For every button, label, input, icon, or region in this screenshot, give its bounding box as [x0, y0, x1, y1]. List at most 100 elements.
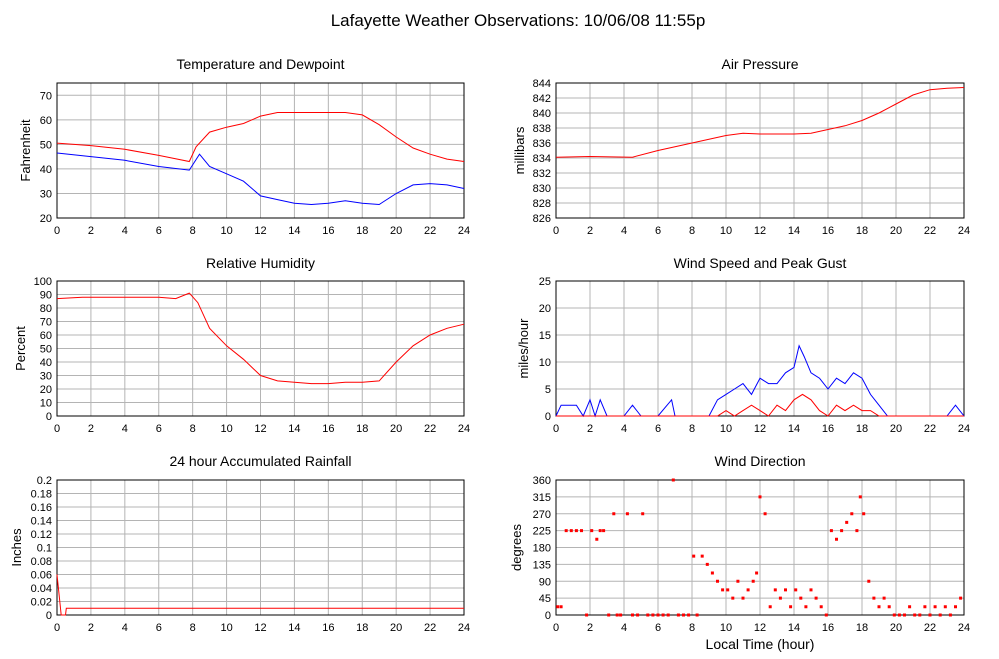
x-tick-label: 22 [424, 622, 436, 634]
x-tick-label: 2 [88, 225, 94, 237]
y-tick-label: 0.1 [37, 543, 52, 555]
direction-point [897, 613, 901, 617]
direction-point [556, 605, 560, 609]
y-tick-label: 0 [46, 610, 52, 622]
y-tick-label: 0.06 [31, 570, 52, 582]
direction-point [682, 613, 685, 617]
x-tick-label: 2 [587, 225, 593, 237]
x-tick-label: 20 [390, 225, 402, 237]
x-tick-label: 12 [254, 622, 266, 634]
x-tick-label: 8 [689, 225, 695, 237]
chart-title: Wind Direction [714, 453, 805, 469]
x-tick-label: 14 [788, 225, 800, 237]
y-axis-label: degrees [509, 524, 524, 571]
direction-point [887, 605, 891, 609]
x-tick-label: 0 [54, 622, 60, 634]
y-tick-label: 90 [40, 290, 52, 302]
y-tick-label: 15 [539, 330, 551, 342]
y-tick-label: 225 [533, 526, 551, 538]
direction-point [726, 588, 730, 592]
x-tick-label: 10 [720, 225, 732, 237]
plot-frame [555, 82, 965, 219]
direction-point [705, 562, 709, 566]
x-tick-label: 10 [220, 622, 232, 634]
direction-point [755, 571, 759, 575]
x-tick-label: 2 [88, 423, 94, 435]
direction-point [641, 512, 645, 516]
x-tick-label: 12 [254, 225, 266, 237]
direction-point [598, 529, 602, 533]
y-tick-label: 834 [533, 153, 551, 165]
direction-point [619, 613, 623, 617]
direction-point [736, 579, 740, 583]
x-tick-label: 18 [356, 225, 368, 237]
y-tick-label: 838 [533, 123, 551, 135]
plot-frame [56, 479, 465, 616]
series-line-red [56, 112, 465, 163]
direction-point [794, 588, 798, 592]
x-tick-label: 16 [822, 423, 834, 435]
direction-point [636, 613, 640, 617]
panel-wind-direction: 0 2 4 6 8 10 12 14 16 18 20 22 240459013518022527031… [509, 453, 970, 634]
y-tick-label: 0.18 [31, 489, 52, 501]
y-tick-label: 832 [533, 168, 551, 180]
y-tick-label: 0 [545, 610, 551, 622]
y-tick-label: 70 [40, 90, 52, 102]
y-tick-label: 135 [533, 559, 551, 571]
x-tick-label: 14 [288, 423, 300, 435]
direction-point [789, 605, 793, 609]
x-tick-label: 16 [322, 225, 334, 237]
y-tick-label: 0.14 [31, 516, 52, 528]
series-line-blue [56, 152, 465, 206]
x-tick-label: 10 [720, 622, 732, 634]
direction-point [908, 605, 912, 609]
x-tick-label: 24 [958, 423, 970, 435]
direction-point [903, 613, 906, 617]
y-tick-label: 0.2 [37, 475, 52, 487]
x-tick-label: 12 [754, 225, 766, 237]
direction-point [954, 605, 957, 609]
x-tick-label: 2 [587, 423, 593, 435]
x-tick-label: 18 [356, 622, 368, 634]
x-tick-label: 6 [156, 225, 162, 237]
direction-point [918, 613, 922, 617]
y-tick-label: 70 [40, 317, 52, 329]
direction-point [928, 613, 932, 617]
direction-point [666, 613, 670, 617]
x-tick-label: 4 [122, 225, 128, 237]
panel-temperature: 0 2 4 6 8 10 12 14 16 18 20 22 24203040506070Tempera… [18, 56, 470, 237]
direction-point [625, 512, 629, 516]
direction-point [687, 613, 691, 617]
chart-title: Temperature and Dewpoint [176, 56, 344, 72]
direction-point [959, 596, 963, 600]
y-tick-label: 360 [533, 475, 551, 487]
direction-point [840, 529, 844, 533]
panel-relative-humidity: 0 2 4 6 8 10 12 14 16 18 20 22 240102030405060708090… [13, 255, 470, 435]
direction-point [877, 605, 881, 609]
y-tick-label: 0.12 [31, 529, 52, 541]
x-tick-label: 6 [655, 225, 661, 237]
direction-point [671, 478, 675, 482]
y-tick-label: 840 [533, 108, 551, 120]
x-tick-label: 0 [553, 225, 559, 237]
y-tick-label: 842 [533, 93, 551, 105]
y-tick-label: 10 [40, 398, 52, 410]
direction-point [716, 579, 719, 583]
y-axis-label: millibars [512, 126, 527, 174]
x-tick-label: 6 [156, 423, 162, 435]
direction-point [804, 605, 808, 609]
direction-point [809, 588, 813, 592]
y-tick-label: 50 [40, 139, 52, 151]
x-tick-label: 4 [621, 622, 627, 634]
x-tick-label: 4 [621, 423, 627, 435]
direction-point [692, 554, 696, 558]
direction-point [695, 613, 699, 617]
x-tick-label: 8 [689, 622, 695, 634]
direction-point [615, 613, 619, 617]
direction-point [872, 596, 876, 600]
direction-point [923, 605, 927, 609]
x-tick-label: 14 [288, 225, 300, 237]
direction-point [746, 588, 750, 592]
x-tick-label: 6 [156, 622, 162, 634]
